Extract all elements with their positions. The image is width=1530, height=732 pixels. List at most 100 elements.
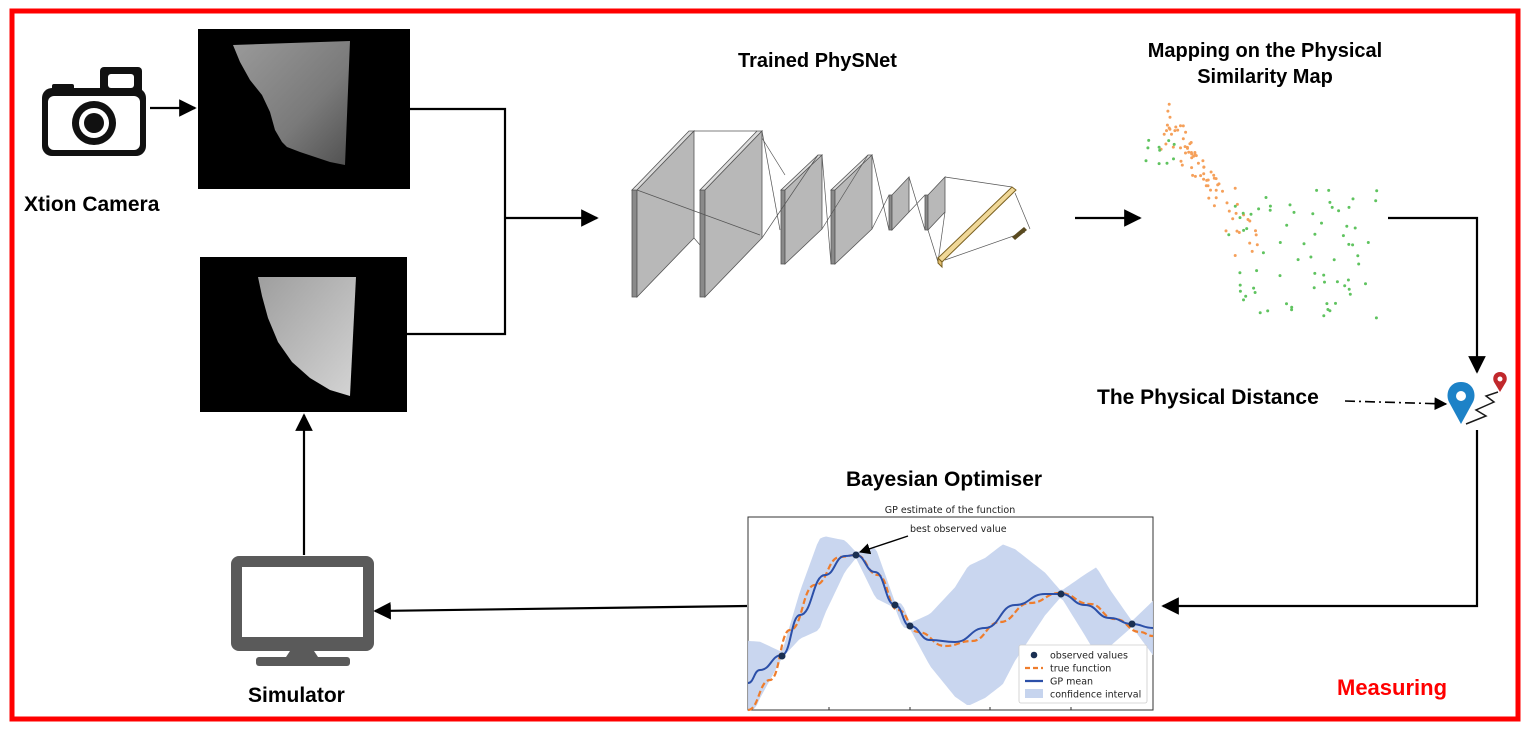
connectors — [150, 99, 1486, 620]
orange-point — [1199, 174, 1203, 178]
legend-confidence-marker — [1025, 689, 1043, 698]
green-point — [1302, 242, 1306, 246]
orange-point — [1255, 243, 1259, 247]
annotation-text: best observed value — [910, 524, 1007, 535]
orange-point — [1170, 132, 1173, 136]
orange-point — [1183, 145, 1187, 149]
green-point — [1335, 280, 1339, 284]
green-point — [1341, 234, 1345, 238]
confidence-band — [748, 536, 1153, 709]
orange-point — [1184, 130, 1188, 134]
green-point — [1351, 243, 1355, 247]
orange-point — [1173, 129, 1177, 133]
green-point — [1292, 210, 1296, 214]
green-point — [1268, 204, 1272, 208]
observed-point — [778, 652, 786, 660]
camera-label: Xtion Camera — [24, 193, 160, 216]
green-point — [1347, 287, 1351, 291]
green-point — [1278, 241, 1282, 244]
simulator-label: Simulator — [248, 684, 345, 707]
monitor-icon — [231, 556, 374, 666]
gp-mean-line — [747, 553, 1154, 684]
green-point — [1322, 273, 1326, 277]
green-point — [1356, 254, 1360, 258]
orange-point — [1209, 188, 1212, 192]
orange-point — [1214, 177, 1218, 181]
green-point — [1334, 301, 1337, 305]
green-point — [1346, 278, 1350, 282]
orange-point — [1181, 137, 1185, 141]
similarity-scatter — [1144, 102, 1379, 320]
green-point — [1330, 205, 1334, 209]
orange-point — [1167, 126, 1171, 130]
orange-point — [1202, 165, 1206, 169]
orange-point — [1162, 132, 1166, 136]
bayes-label: Bayesian Optimiser — [846, 468, 1043, 491]
green-point — [1157, 145, 1161, 149]
orange-point — [1179, 124, 1182, 128]
orange-point — [1233, 254, 1237, 257]
green-point — [1245, 227, 1249, 231]
orange-point — [1250, 249, 1254, 253]
mapping-label: Mapping on the Physical Similarity Map — [1147, 40, 1383, 88]
green-point — [1146, 146, 1150, 150]
green-point — [1343, 284, 1347, 288]
green-point — [1288, 203, 1292, 207]
green-point — [1315, 188, 1319, 192]
green-point — [1158, 148, 1162, 152]
green-point — [1290, 308, 1294, 312]
green-point — [1244, 294, 1248, 298]
green-point — [1345, 224, 1349, 228]
orange-point — [1235, 202, 1239, 206]
green-point — [1253, 291, 1257, 294]
gp-plot-title: GP estimate of the function — [885, 505, 1016, 516]
observed-point — [891, 601, 899, 609]
green-point — [1328, 200, 1332, 204]
orange-point — [1206, 178, 1210, 182]
green-point — [1285, 223, 1289, 227]
orange-point — [1225, 201, 1229, 205]
green-point — [1374, 199, 1378, 203]
orange-point — [1212, 204, 1216, 208]
green-point — [1144, 159, 1148, 163]
green-point — [1353, 226, 1357, 230]
green-point — [1320, 221, 1323, 225]
green-point — [1311, 212, 1315, 216]
green-point — [1266, 309, 1270, 313]
true-function-line — [747, 553, 1154, 712]
green-point — [1233, 204, 1237, 208]
orange-point — [1235, 229, 1239, 233]
orange-point — [1207, 196, 1211, 200]
green-point — [1238, 271, 1242, 275]
green-point — [1290, 305, 1294, 309]
green-point — [1351, 197, 1355, 201]
orange-point — [1201, 159, 1205, 163]
orange-point — [1248, 219, 1252, 223]
green-point — [1285, 302, 1288, 306]
green-point — [1323, 280, 1326, 284]
orange-point — [1254, 233, 1258, 237]
orange-point — [1237, 231, 1241, 234]
orange-point — [1165, 129, 1168, 133]
green-point — [1252, 286, 1256, 290]
physnet-layers — [631, 130, 1031, 298]
green-point — [1255, 269, 1259, 273]
green-point — [1147, 138, 1151, 142]
legend-observed: observed values — [1050, 651, 1128, 662]
green-point — [1268, 208, 1272, 212]
orange-point — [1233, 186, 1237, 190]
orange-point — [1202, 177, 1206, 181]
green-point — [1241, 211, 1245, 215]
simulated-depth-image — [200, 257, 407, 412]
orange-point — [1227, 209, 1231, 213]
green-point — [1249, 212, 1253, 216]
orange-point — [1248, 241, 1252, 245]
orange-point — [1191, 173, 1195, 177]
orange-point — [1179, 146, 1182, 150]
physnet-label: Trained PhySNet — [738, 50, 897, 72]
orange-point — [1231, 217, 1235, 221]
measuring-frame — [9, 8, 1521, 722]
orange-point — [1193, 174, 1197, 178]
orange-point — [1168, 115, 1172, 119]
